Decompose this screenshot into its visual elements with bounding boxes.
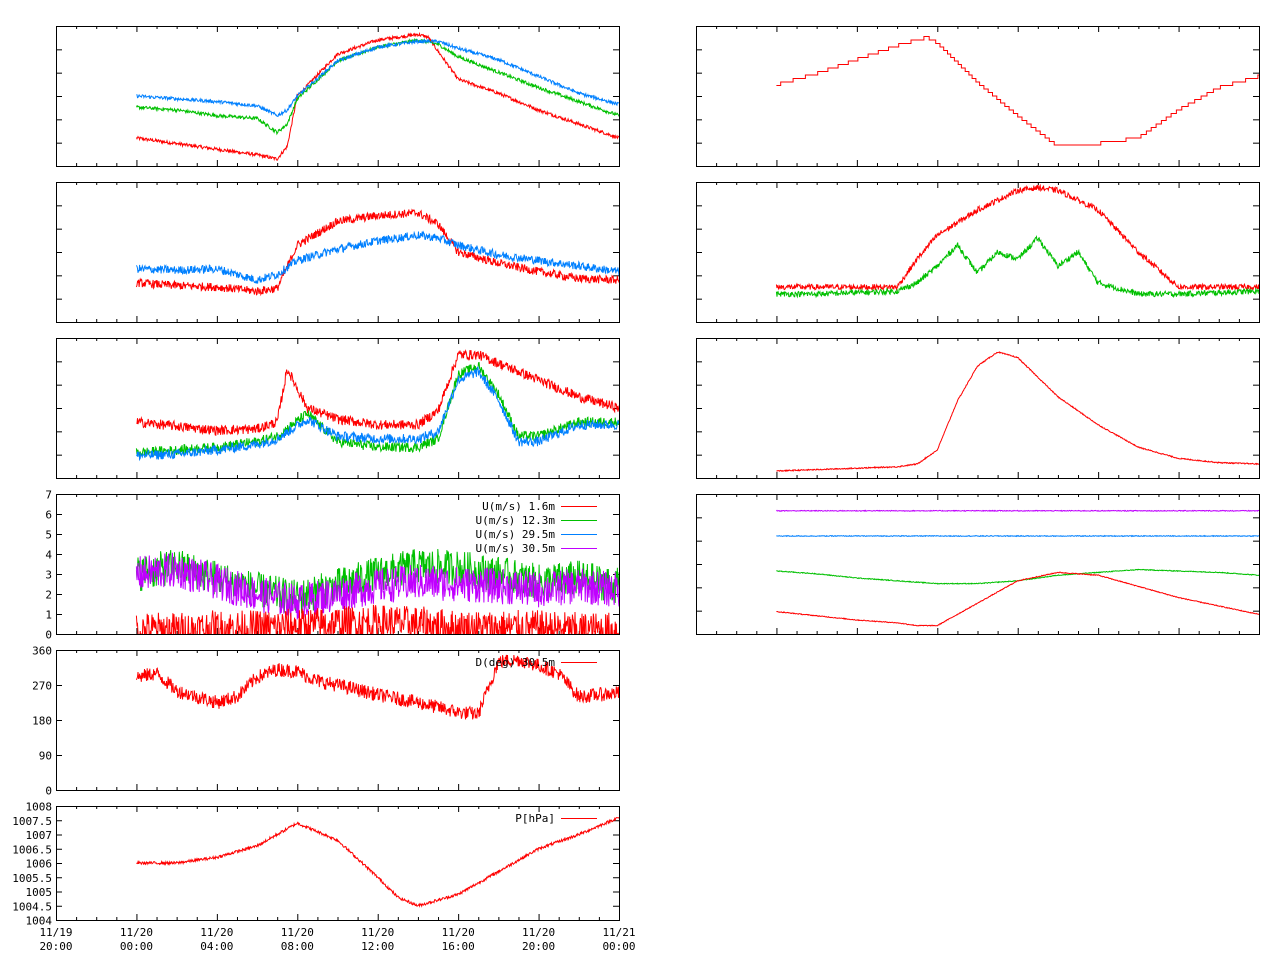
series-line-blue [776,534,1259,538]
panel-frame [56,338,620,479]
series-line-red [776,36,1259,146]
legend-label: U(m/s) 12.3m [476,514,556,527]
x-tick-date: 11/20 [281,926,314,939]
y-tick-label: 3 [45,569,52,582]
panel-right-3 [696,338,1260,479]
y-tick-label: 1008 [26,801,53,814]
y-tick-label: 1005 [26,886,53,899]
series-line-green [775,234,1259,299]
y-tick-label: 360 [32,645,52,658]
legend-label: D(deg) 30.5m [476,656,556,669]
series-line-green [135,361,619,458]
y-tick-label: 90 [39,750,52,763]
series-line-blue [135,230,619,284]
panel-left-1 [56,26,620,167]
legend-label: U(m/s) 30.5m [476,542,556,555]
y-tick-label: 0 [45,629,52,642]
y-tick-label: 0 [45,785,52,798]
x-tick-date: 11/20 [120,926,153,939]
y-tick-label: 7 [45,489,52,502]
panel-left-2 [56,182,620,323]
x-tick-date: 11/20 [361,926,394,939]
y-tick-label: 1007 [26,829,53,842]
series-line-purple [776,509,1259,513]
y-tick-label: 1004 [26,915,53,928]
series-line-purple [135,552,619,620]
panel-left-5: 0 90 180 270 360 D(deg) 30.5m [32,645,620,798]
panel-right-4 [696,494,1260,635]
x-tick-date: 11/20 [200,926,233,939]
panel-right-1 [696,26,1260,167]
x-tick-time: 04:00 [200,940,233,953]
series-line-green [776,568,1259,585]
series-line-blue [136,38,619,118]
panel-right-2 [696,182,1260,323]
series-line-red [135,31,619,162]
x-tick-time: 00:00 [120,940,153,953]
y-tick-label: 2 [45,589,52,602]
x-tick-date: 11/21 [602,926,635,939]
panel-frame [696,26,1260,167]
x-tick-time: 12:00 [361,940,394,953]
series-line-red [775,183,1259,292]
x-tick-date: 11/20 [442,926,475,939]
y-tick-label: 1006 [26,858,53,871]
y-tick-label: 270 [32,680,52,693]
x-tick-time: 20:00 [39,940,72,953]
y-tick-label: 1004.5 [12,900,52,913]
series-line-red [776,351,1259,473]
legend-label: U(m/s) 1.6m [482,500,555,513]
legend-label: U(m/s) 29.5m [476,528,556,541]
y-tick-label: 6 [45,509,52,522]
panel-left-3 [56,338,620,479]
series-line-red [776,571,1259,627]
x-tick-time: 20:00 [522,940,555,953]
series-line-red [136,349,619,436]
panel-frame [56,650,620,791]
x-tick-time: 16:00 [442,940,475,953]
x-tick-date: 11/19 [39,926,72,939]
panel-frame [696,182,1260,323]
series-line-red [136,817,619,908]
x-tick-time: 08:00 [281,940,314,953]
y-tick-label: 1 [45,609,52,622]
y-tick-label: 1007.5 [12,815,52,828]
panel-left-4: 0 1 2 3 4 5 6 7 U(m/s) 1.6mU(m/s) 12.3mU(m/s) 29… [45,489,620,642]
y-tick-label: 4 [45,549,52,562]
series-line-blue [136,366,619,462]
legend-label: P[hPa] [515,812,555,825]
x-tick-time: 00:00 [602,940,635,953]
y-tick-label: 1006.5 [12,843,52,856]
series-line-red [135,208,619,297]
series-line-red [135,654,619,720]
y-tick-label: 180 [32,715,52,728]
y-tick-label: 1005.5 [12,872,52,885]
y-tick-label: 5 [45,529,52,542]
series-line-green [135,37,619,136]
series-line-red [135,604,619,634]
x-tick-date: 11/20 [522,926,555,939]
panel-frame [696,494,1260,635]
